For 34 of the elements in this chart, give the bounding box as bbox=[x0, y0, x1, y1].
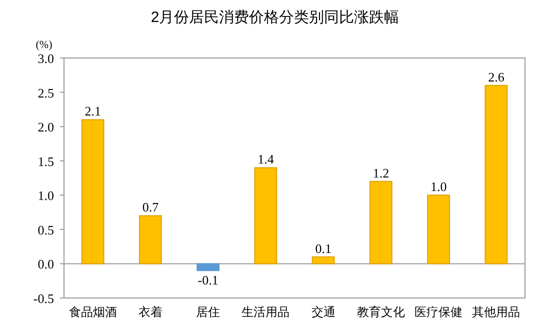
y-tick-label: 1.5 bbox=[38, 154, 54, 169]
data-label: -0.1 bbox=[198, 272, 218, 288]
y-axis-title: (%) bbox=[36, 39, 53, 51]
bar bbox=[81, 119, 104, 264]
y-tick-label: 2.0 bbox=[38, 120, 54, 135]
x-tick-label: 交通 bbox=[311, 305, 336, 319]
y-tick-label: 0.5 bbox=[38, 222, 54, 238]
bar bbox=[196, 263, 220, 272]
data-label: 0.7 bbox=[142, 200, 160, 215]
y-tick-label: 0.0 bbox=[38, 256, 54, 272]
data-label: 2.6 bbox=[488, 69, 505, 84]
y-tick-label: -0.5 bbox=[33, 291, 54, 306]
x-tick-label: 衣着 bbox=[138, 305, 162, 319]
bar bbox=[138, 215, 162, 264]
x-tick-label: 其他用品 bbox=[472, 305, 520, 319]
data-label: 1.0 bbox=[430, 179, 447, 194]
y-tick-label: 2.5 bbox=[38, 85, 54, 100]
x-tick-label: 居住 bbox=[196, 305, 220, 319]
x-tick-label: 生活用品 bbox=[242, 305, 290, 319]
x-tick-label: 医疗保健 bbox=[414, 305, 463, 319]
bar bbox=[312, 256, 335, 264]
y-tick-label: 1.0 bbox=[38, 188, 54, 204]
y-tick-label: 3.0 bbox=[38, 51, 54, 66]
x-tick-label: 教育文化 bbox=[356, 305, 405, 319]
data-label: 0.1 bbox=[315, 240, 332, 256]
chart-title: 2月份居民消费价格分类别同比涨跌幅 bbox=[150, 9, 400, 26]
bar bbox=[484, 84, 508, 264]
data-label: 2.1 bbox=[84, 104, 101, 119]
bar bbox=[427, 194, 450, 264]
bar bbox=[369, 180, 392, 264]
data-label: 1.2 bbox=[372, 165, 390, 180]
bar bbox=[254, 167, 278, 264]
data-label: 1.4 bbox=[258, 152, 274, 167]
x-tick-label: 食品烟酒 bbox=[68, 305, 117, 319]
